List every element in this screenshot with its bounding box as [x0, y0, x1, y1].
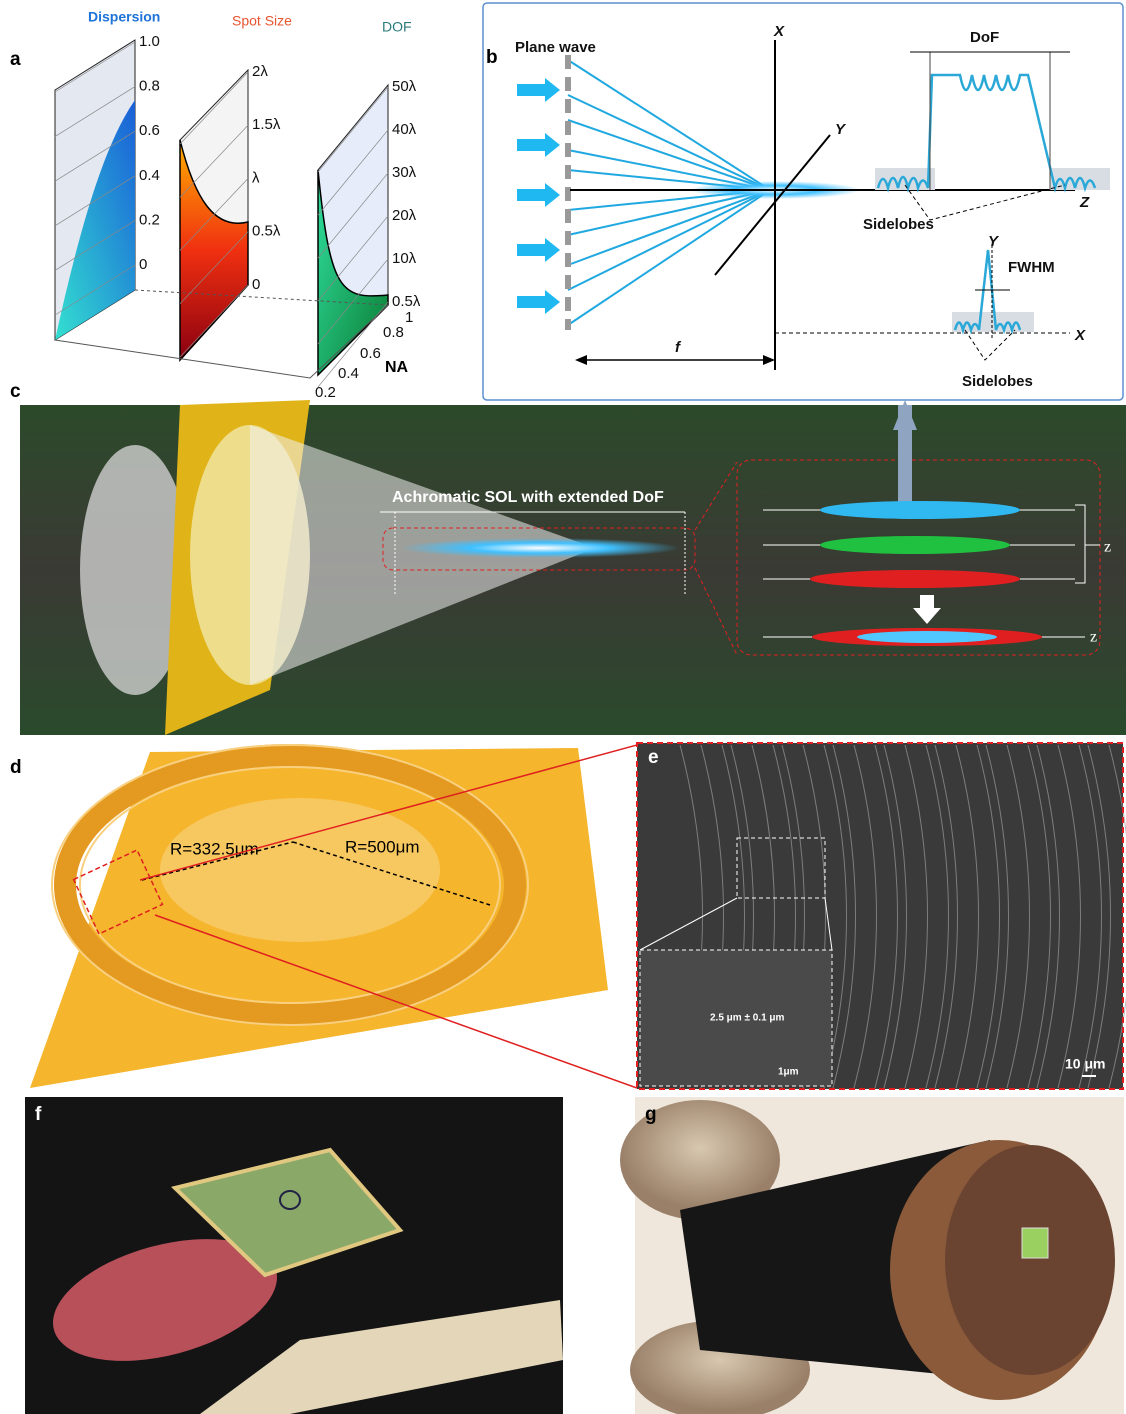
tick-label: 1.0 — [139, 33, 160, 50]
tick-label: 1 — [405, 309, 413, 326]
center-zone — [160, 798, 440, 942]
tick-label: 0.8 — [383, 324, 404, 341]
axis-label: Z — [1079, 194, 1090, 211]
panel-e: 2.5 μm ± 0.1 μm 1μm 10 μm e — [637, 743, 1126, 1089]
label: Plane wave — [515, 39, 596, 56]
panel-label: a — [10, 49, 21, 70]
label: FWHM — [1008, 259, 1055, 276]
plane-wave-arrow — [517, 84, 545, 96]
tick-label: 50λ — [392, 78, 417, 95]
blue-focus — [820, 501, 1020, 519]
panel-d: d R=332.5μm R=500μm — [10, 745, 637, 1088]
tick-label: 0.6 — [139, 122, 160, 139]
plane-wave-arrow — [517, 189, 545, 201]
tick-label: 0.5λ — [252, 223, 281, 240]
panel-label: e — [648, 747, 659, 768]
tick-label: 0 — [252, 276, 260, 293]
tick-label: 10λ — [392, 250, 417, 267]
tick-label: 1.5λ — [252, 116, 281, 133]
label: Sidelobes — [962, 373, 1033, 390]
tick-label: 0.4 — [338, 365, 359, 382]
copper-face — [945, 1145, 1115, 1375]
panel-b: b Plane wave X Y Z DoF Sidelobes Y FWHM … — [483, 3, 1123, 400]
panel-frame — [483, 3, 1123, 400]
figure: a 1.00.80.60.40.202λ1.5λλ0.5λ050λ40λ30λ2… — [0, 0, 1126, 1414]
green-focus — [820, 536, 1010, 554]
label: DoF — [970, 29, 999, 46]
panel-label: g — [645, 1104, 657, 1125]
tick-label: λ — [252, 169, 260, 186]
tick-label: 30λ — [392, 164, 417, 181]
measurement: 2.5 μm ± 0.1 μm — [710, 1013, 785, 1024]
tick-label: 40λ — [392, 121, 417, 138]
panel-f: f — [25, 1097, 563, 1414]
radius-label: R=332.5μm — [170, 839, 259, 858]
panel-label: f — [35, 1104, 42, 1125]
panel-c: c Achromatic SOL with extended DoF z z — [10, 381, 1126, 735]
caption: Achromatic SOL with extended DoF — [392, 489, 664, 506]
red-focus — [810, 570, 1020, 588]
tick-label: 0.5λ — [392, 293, 421, 310]
tick-label: 0.8 — [139, 78, 160, 95]
axis-label: z — [1104, 539, 1111, 556]
combined-focus-core — [857, 631, 997, 643]
tick-label: 0.4 — [139, 167, 160, 184]
arrow-down — [920, 595, 934, 608]
axis-label: X — [1074, 327, 1086, 344]
panel-a: a 1.00.80.60.40.202λ1.5λλ0.5λ050λ40λ30λ2… — [10, 9, 421, 401]
scale-label: 1μm — [778, 1067, 799, 1078]
plane-wave-arrow — [517, 296, 545, 308]
tick-label: 20λ — [392, 207, 417, 224]
axis-label: z — [1090, 629, 1097, 646]
tick-label: 2λ — [252, 63, 268, 80]
panel-label: d — [10, 757, 22, 778]
tick-label: 0.2 — [315, 384, 336, 401]
radius-label: R=500μm — [345, 837, 420, 856]
plot-title: Spot Size — [232, 13, 292, 29]
axis-label: X — [773, 23, 785, 40]
panel-label: b — [486, 47, 498, 68]
tick-label: 0 — [139, 256, 147, 273]
scale-label: 10 μm — [1065, 1056, 1105, 1072]
plane-wave-arrow — [517, 244, 545, 256]
plot-title: Dispersion — [88, 9, 160, 25]
axis-label: NA — [385, 359, 409, 376]
panel-g: g — [620, 1097, 1124, 1414]
panel-label: c — [10, 381, 21, 402]
focus-line — [400, 538, 680, 558]
plane-wave-arrow — [517, 139, 545, 151]
plot-title: DOF — [382, 19, 412, 35]
tick-label: 0.6 — [360, 345, 381, 362]
tick-label: 0.2 — [139, 211, 160, 228]
lens-chip — [1022, 1228, 1048, 1258]
label: Sidelobes — [863, 216, 934, 233]
